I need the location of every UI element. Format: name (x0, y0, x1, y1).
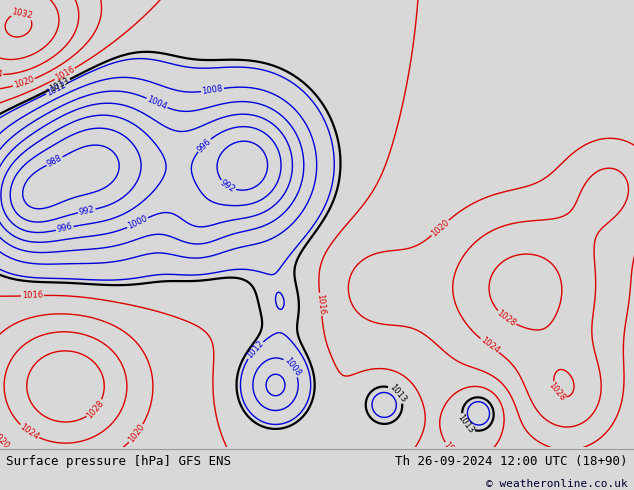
Text: 1016: 1016 (22, 291, 43, 300)
Text: 1028: 1028 (495, 308, 517, 328)
Text: 1013: 1013 (387, 382, 408, 404)
Text: 1024: 1024 (18, 422, 41, 441)
Text: 1020: 1020 (127, 422, 146, 444)
Text: 1013: 1013 (456, 413, 476, 435)
Text: 1020: 1020 (13, 75, 36, 90)
Text: 1028: 1028 (547, 381, 567, 403)
Text: 1008: 1008 (282, 356, 302, 378)
Text: 996: 996 (56, 222, 74, 234)
Text: 1020: 1020 (0, 429, 11, 451)
Text: 988: 988 (46, 153, 64, 169)
Text: 1013: 1013 (48, 75, 71, 93)
Text: 1028: 1028 (85, 398, 106, 420)
Text: © weatheronline.co.uk: © weatheronline.co.uk (486, 479, 628, 489)
Text: 992: 992 (219, 178, 237, 194)
Text: 1012: 1012 (45, 80, 68, 98)
Text: 1000: 1000 (126, 214, 149, 231)
Text: 996: 996 (195, 136, 213, 154)
Text: 1024: 1024 (479, 336, 501, 356)
Text: Th 26-09-2024 12:00 UTC (18+90): Th 26-09-2024 12:00 UTC (18+90) (395, 456, 628, 468)
Text: 1012: 1012 (245, 339, 266, 361)
Text: 1004: 1004 (146, 95, 169, 111)
Text: 1032: 1032 (11, 7, 34, 21)
Text: Surface pressure [hPa] GFS ENS: Surface pressure [hPa] GFS ENS (6, 456, 231, 468)
Text: 1016: 1016 (442, 441, 463, 462)
Text: 1016: 1016 (53, 65, 76, 83)
Text: 1020: 1020 (429, 218, 451, 238)
Text: 992: 992 (78, 205, 96, 217)
Text: 1024: 1024 (0, 68, 3, 79)
Text: 1008: 1008 (202, 84, 224, 96)
Text: 1016: 1016 (315, 293, 326, 315)
